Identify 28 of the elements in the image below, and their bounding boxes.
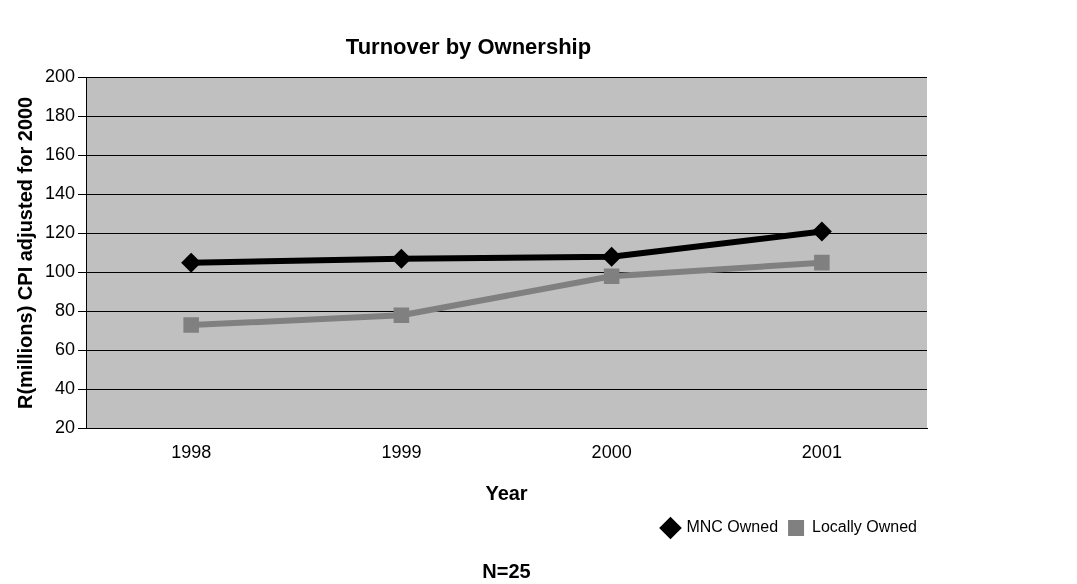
point [814, 254, 830, 271]
point [601, 246, 622, 267]
point [183, 317, 199, 333]
point [181, 252, 202, 273]
chart-title: Turnover by Ownership [345, 34, 592, 60]
point [393, 307, 410, 324]
legend-label: Locally Owned [812, 518, 918, 536]
y-axis-title: R(millions) CPI adjusted for 2000 [13, 96, 36, 410]
y-tick-label: 20 [55, 417, 76, 438]
y-tick-label: 120 [44, 222, 76, 243]
text: N=25 [482, 559, 531, 582]
y-tick-label: 160 [44, 144, 76, 165]
point [811, 221, 832, 242]
point [603, 268, 620, 285]
y-tick-label: 140 [44, 183, 76, 204]
legend-label: MNC Owned [686, 518, 779, 536]
x-tick-label: 1998 [171, 442, 212, 463]
y-tick-label: 60 [55, 339, 76, 360]
y-tick-label: 200 [44, 66, 76, 87]
x-axis-title: Year [485, 481, 528, 504]
point [391, 248, 412, 269]
x-tick-label: 1999 [381, 442, 422, 463]
x-tick-label: 2001 [801, 442, 842, 463]
y-tick-label: 40 [55, 378, 76, 399]
y-tick-label: 80 [55, 300, 76, 321]
y-tick-label: 100 [44, 261, 76, 282]
y-tick-label: 180 [44, 105, 76, 126]
x-tick-label: 2000 [591, 442, 632, 463]
